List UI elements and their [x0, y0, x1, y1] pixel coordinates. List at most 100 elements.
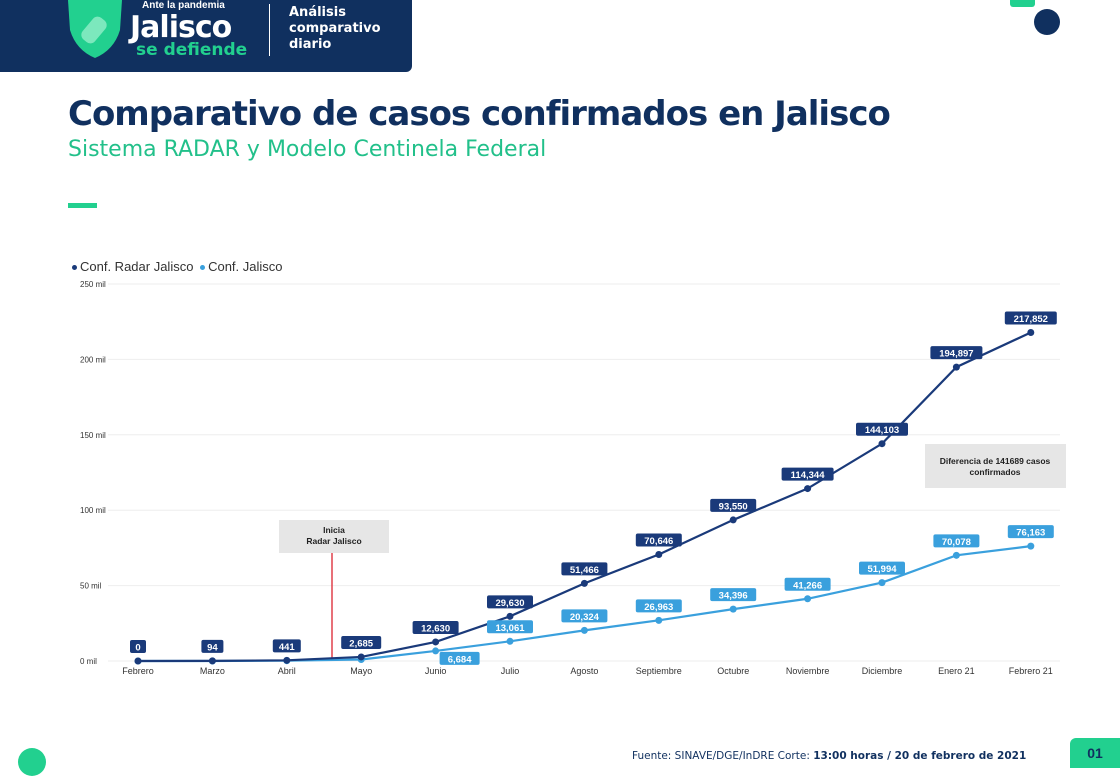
data-label: 12,630	[421, 623, 450, 634]
data-label: 217,852	[1014, 314, 1048, 325]
data-label: 76,163	[1016, 528, 1045, 539]
data-label-box	[635, 533, 682, 547]
y-tick-label: 0 mil	[80, 657, 97, 666]
data-label-box	[439, 651, 480, 665]
data-point	[952, 551, 960, 559]
legend-marker	[200, 265, 206, 271]
data-point	[729, 516, 737, 524]
x-tick-label: Mayo	[350, 666, 372, 676]
x-tick-label: Septiembre	[636, 666, 682, 676]
data-label-box	[710, 588, 757, 602]
data-point	[878, 440, 886, 448]
section-label: Análisis comparativo diario	[289, 5, 381, 53]
annotation-text: Inicia	[323, 525, 345, 535]
data-point	[580, 579, 588, 587]
data-label-box	[635, 599, 682, 613]
x-tick-label: Agosto	[570, 666, 598, 676]
x-tick-label: Abril	[278, 666, 296, 676]
data-label: 93,550	[719, 501, 748, 512]
data-label-box	[933, 534, 980, 548]
source-text: Fuente: SINAVE/DGE/InDRE Corte:	[632, 750, 814, 762]
data-label: 51,466	[570, 565, 599, 576]
legend-marker	[72, 265, 77, 271]
page-number: 01	[1070, 738, 1120, 768]
data-label-box	[487, 595, 533, 609]
logo-brand-sub: se defiende	[136, 40, 248, 60]
data-label: 6,684	[448, 654, 472, 665]
data-label: 51,994	[867, 564, 897, 575]
section-line: Análisis	[289, 5, 346, 20]
data-point	[432, 638, 440, 646]
x-tick-label: Noviembre	[786, 666, 830, 676]
data-point	[1027, 542, 1035, 550]
section-line: comparativo	[289, 21, 381, 36]
data-point	[655, 550, 663, 558]
accent-dash	[68, 203, 97, 208]
y-tick-label: 100 mil	[80, 506, 106, 515]
annotation-box	[279, 520, 389, 553]
data-label: 441	[279, 642, 296, 653]
annotation-text: Radar Jalisco	[306, 536, 361, 546]
difference-text: confirmados	[969, 467, 1020, 477]
data-point	[1027, 328, 1035, 336]
y-tick-label: 200 mil	[80, 355, 106, 364]
shield-logo-icon	[68, 0, 122, 58]
divider	[269, 4, 270, 56]
header-banner: Ante la pandemia Jalisco se defiende Aná…	[0, 0, 412, 72]
data-label-box	[201, 639, 224, 653]
data-label-box	[930, 346, 983, 360]
difference-text: Diferencia de 141689 casos	[940, 456, 1051, 466]
data-label-box	[784, 577, 831, 591]
data-label-box	[561, 562, 608, 576]
data-point	[432, 647, 440, 655]
data-point	[357, 653, 365, 661]
data-label: 20,324	[570, 612, 600, 623]
data-label: 114,344	[791, 470, 826, 481]
decor-bar	[1010, 0, 1035, 7]
data-label-box	[1007, 525, 1054, 539]
data-label: 144,103	[865, 425, 899, 436]
data-label-box	[412, 620, 459, 634]
x-tick-label: Febrero	[122, 666, 154, 676]
data-point	[878, 579, 886, 587]
logo-tagline: Ante la pandemia	[142, 0, 225, 11]
data-point	[283, 656, 291, 664]
data-label: 26,963	[644, 602, 673, 613]
data-point	[952, 363, 960, 371]
data-point	[804, 485, 812, 493]
data-label: 29,630	[495, 598, 524, 609]
x-tick-label: Junio	[425, 666, 447, 676]
x-tick-label: Octubre	[717, 666, 749, 676]
page-subtitle: Sistema RADAR y Modelo Centinela Federal	[68, 137, 547, 162]
legend-label: Conf. Jalisco	[208, 259, 283, 274]
data-label: 13,061	[495, 623, 525, 634]
data-label-box	[272, 639, 301, 653]
data-point	[655, 616, 663, 624]
x-tick-label: Julio	[501, 666, 520, 676]
y-tick-label: 50 mil	[80, 582, 102, 591]
data-point	[506, 637, 514, 645]
data-point	[804, 595, 812, 603]
source-footer: Fuente: SINAVE/DGE/InDRE Corte: 13:00 ho…	[632, 750, 1026, 762]
data-label-box	[781, 467, 834, 481]
data-point	[506, 612, 514, 620]
data-label: 70,646	[644, 536, 673, 547]
data-label-box	[1004, 311, 1057, 325]
data-label-box	[561, 609, 608, 623]
section-line: diario	[289, 37, 332, 52]
data-label: 194,897	[939, 349, 973, 360]
data-label-box	[859, 561, 905, 575]
y-tick-label: 250 mil	[80, 280, 106, 289]
data-label-box	[130, 640, 146, 653]
data-label: 2,685	[349, 638, 373, 649]
data-point	[208, 657, 216, 665]
decor-dot	[1034, 9, 1060, 35]
data-label: 94	[207, 642, 218, 653]
chart-legend: Conf. Radar Jalisco Conf. Jalisco	[72, 259, 283, 274]
data-label-box	[710, 498, 757, 512]
x-tick-label: Enero 21	[938, 666, 975, 676]
y-tick-label: 150 mil	[80, 431, 106, 440]
decor-circle	[18, 748, 46, 776]
data-label-box	[487, 620, 533, 634]
